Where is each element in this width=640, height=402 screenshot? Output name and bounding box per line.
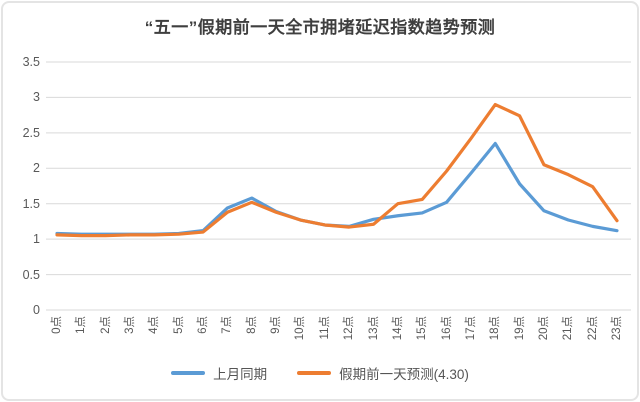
x-tick-label: 22点 bbox=[586, 316, 599, 341]
x-tick-label: 1点 bbox=[75, 316, 88, 334]
x-tick-label: 4点 bbox=[148, 316, 161, 334]
x-tick-label: 15点 bbox=[416, 316, 429, 341]
x-tick-label: 10点 bbox=[294, 316, 307, 341]
legend-item-forecast: 假期前一天预测(4.30) bbox=[297, 363, 469, 383]
x-tick-label: 5点 bbox=[172, 316, 185, 334]
x-tick-label: 9点 bbox=[270, 316, 283, 334]
x-tick-label: 17点 bbox=[464, 316, 477, 341]
legend-label: 上月同期 bbox=[213, 367, 268, 382]
y-tick-label: 2.5 bbox=[22, 125, 40, 140]
legend-item-last-month: 上月同期 bbox=[171, 363, 267, 383]
y-tick-label: 0 bbox=[33, 303, 40, 317]
x-tick-label: 18点 bbox=[489, 316, 502, 341]
y-tick-label: 3.5 bbox=[22, 55, 40, 69]
y-tick-label: 2 bbox=[33, 161, 40, 176]
y-tick-label: 1 bbox=[33, 232, 40, 247]
x-tick-label: 3点 bbox=[124, 316, 137, 334]
x-tick-label: 2点 bbox=[99, 316, 112, 334]
series-line-0 bbox=[55, 141, 619, 236]
x-tick-label: 14点 bbox=[391, 316, 404, 341]
legend: 上月同期 假期前一天预测(4.30) bbox=[0, 363, 640, 383]
y-tick-label: 0.5 bbox=[22, 267, 40, 282]
x-tick-label: 13点 bbox=[367, 316, 380, 341]
x-tick-label: 8点 bbox=[245, 316, 258, 334]
series-line-1 bbox=[55, 102, 619, 238]
legend-swatch-blue bbox=[171, 371, 206, 375]
x-tick-label: 12点 bbox=[343, 316, 356, 341]
x-tick-label: 7点 bbox=[221, 316, 234, 334]
legend-swatch-orange bbox=[297, 371, 332, 375]
x-tick-label: 19点 bbox=[513, 316, 526, 341]
x-tick-label: 16点 bbox=[440, 316, 453, 341]
y-tick-label: 3 bbox=[33, 90, 40, 105]
x-tick-label: 21点 bbox=[562, 316, 575, 341]
x-tick-label: 20点 bbox=[537, 316, 550, 341]
y-tick-label: 1.5 bbox=[22, 196, 40, 211]
chart-title: “五一”假期前一天全市拥堵延迟指数趋势预测 bbox=[144, 18, 496, 37]
x-tick-label: 0点 bbox=[51, 316, 63, 334]
legend-label: 假期前一天预测(4.30) bbox=[339, 367, 469, 382]
x-tick-label: 6点 bbox=[197, 316, 210, 334]
x-tick-label: 23点 bbox=[611, 316, 623, 341]
x-tick-label: 11点 bbox=[318, 316, 331, 340]
